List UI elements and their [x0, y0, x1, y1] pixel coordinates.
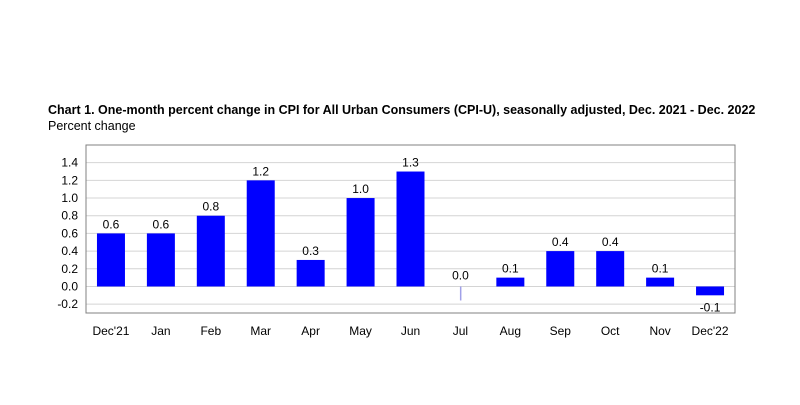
- data-label: 1.2: [252, 164, 269, 178]
- bar-Aug: [496, 277, 525, 287]
- y-tick-label: 1.0: [61, 191, 78, 205]
- y-tick-label: 0.4: [61, 244, 78, 258]
- bar-Oct: [596, 251, 625, 287]
- data-label: 0.6: [153, 217, 170, 231]
- y-tick-label: 0.6: [61, 226, 78, 240]
- x-tick-label: Oct: [601, 324, 620, 338]
- bar-Dec'21: [96, 233, 125, 287]
- data-label: 0.0: [452, 268, 469, 282]
- y-axis-label: Percent change: [48, 119, 136, 133]
- x-tick-label: Feb: [200, 324, 221, 338]
- y-tick-label: 1.4: [61, 156, 78, 170]
- data-label: 0.1: [652, 262, 669, 276]
- x-tick-label: May: [349, 324, 372, 338]
- y-tick-label: 0.0: [61, 279, 78, 293]
- data-label: 1.3: [402, 156, 419, 170]
- x-tick-label: Jun: [401, 324, 420, 338]
- x-tick-label: Jan: [151, 324, 170, 338]
- bar-Sep: [546, 251, 575, 287]
- chart-title: Chart 1. One-month percent change in CPI…: [48, 103, 756, 117]
- data-label: 1.0: [352, 182, 369, 196]
- data-label: 0.6: [103, 217, 120, 231]
- data-label: 0.8: [202, 200, 219, 214]
- x-tick-label: Apr: [301, 324, 320, 338]
- bar-Jun: [396, 171, 425, 287]
- y-tick-label: 0.8: [61, 209, 78, 223]
- data-label: -0.1: [700, 300, 721, 314]
- y-tick-label: -0.2: [57, 297, 78, 311]
- bar-Apr: [296, 259, 325, 287]
- data-labels: 0.6 0.6 0.8 1.2 0.3 1.0 1.3 0.0 0.1 0.4 0.4 0.1 -0.1: [103, 156, 721, 315]
- data-label: 0.4: [602, 235, 619, 249]
- x-tick-label: Aug: [500, 324, 521, 338]
- y-tick-label: 1.2: [61, 173, 78, 187]
- plot-area-frame: [85, 144, 736, 314]
- x-tick-label: Nov: [649, 324, 670, 338]
- x-axis-ticks: Dec'21 Jan Feb Mar Apr May Jun Jul Aug Sep Oct Nov D…: [92, 324, 728, 338]
- bar-Jul: [459, 286, 462, 301]
- x-tick-label: Jul: [453, 324, 468, 338]
- x-tick-label: Dec'22: [692, 324, 729, 338]
- bar-Feb: [196, 215, 225, 287]
- bar-May: [346, 198, 375, 287]
- x-tick-label: Dec'21: [92, 324, 129, 338]
- x-tick-label: Sep: [550, 324, 572, 338]
- bar-Nov: [646, 277, 675, 287]
- bar-Mar: [246, 180, 275, 287]
- y-tick-label: 0.2: [61, 262, 78, 276]
- data-label: 0.3: [302, 244, 319, 258]
- bars: [96, 171, 725, 301]
- data-label: 0.1: [502, 262, 519, 276]
- data-label: 0.4: [552, 235, 569, 249]
- x-tick-label: Mar: [250, 324, 271, 338]
- bar-Dec'22: [696, 286, 725, 296]
- bar-Jan: [146, 233, 175, 287]
- y-axis-ticks: -0.2 0.0 0.2 0.4 0.6 0.8 1.0 1.2 1.4: [57, 156, 78, 311]
